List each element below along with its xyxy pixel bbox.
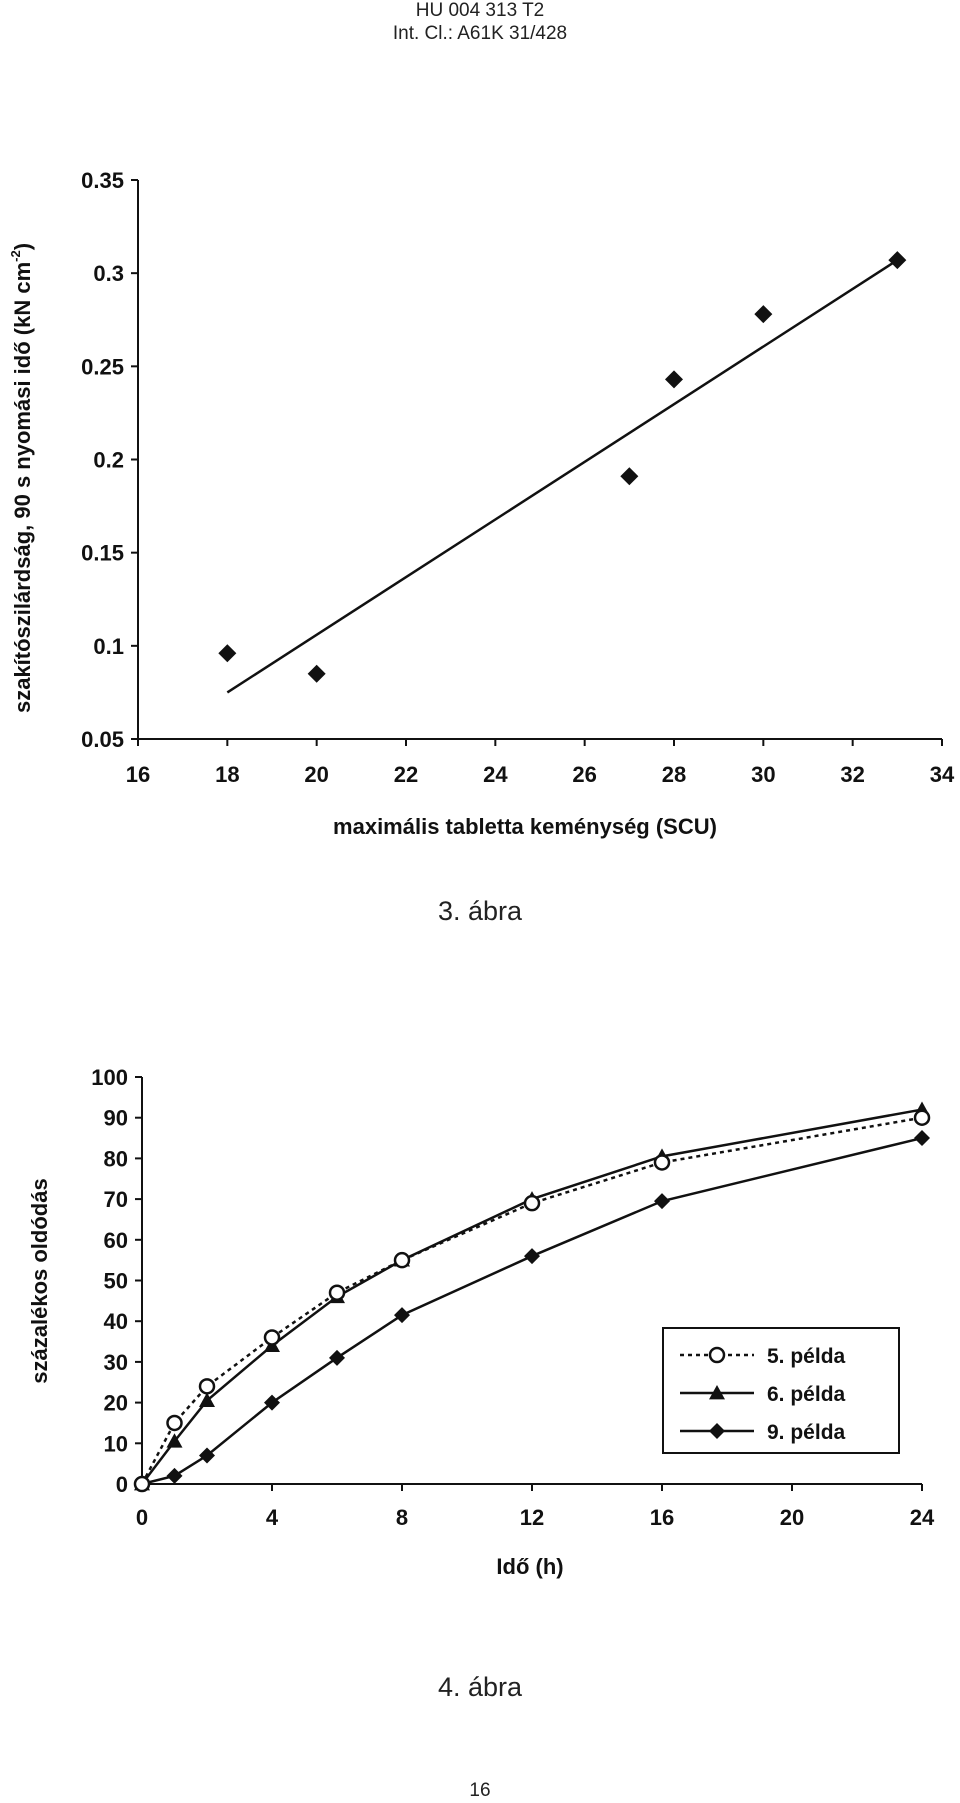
fig3-y-tick-label: 0.25	[81, 354, 124, 379]
fig4-data-point	[393, 1251, 411, 1269]
figure-3-caption: 3. ábra	[437, 896, 523, 926]
fig3-y-tick-label: 0.35	[81, 168, 124, 193]
fig4-data-point	[198, 1378, 216, 1395]
fig4-y-tick-label: 90	[104, 1106, 128, 1131]
fig4-legend-marker	[708, 1346, 726, 1364]
fig4-x-tick-label: 8	[396, 1505, 408, 1530]
fig4-data-point	[653, 1154, 671, 1171]
fig4-x-tick-label: 24	[910, 1505, 935, 1530]
fig4-data-point	[264, 1394, 280, 1411]
fig4-legend-marker	[709, 1385, 725, 1400]
patent-number: HU 004 313 T2	[415, 0, 545, 21]
fig3-x-tick-label: 26	[572, 762, 596, 787]
fig3-y-tick-label: 0.15	[81, 541, 124, 566]
fig4-data-point	[524, 1248, 540, 1265]
figure-4-caption: 4. ábra	[437, 1672, 523, 1702]
fig4-y-tick-label: 20	[104, 1391, 128, 1416]
fig4-data-point	[328, 1284, 346, 1301]
figure-4-line-chart: 0 10 20 30 40 50 60 70 80 90 100 0 4 8 12 16 20 24 5. pé…	[27, 1065, 935, 1579]
fig4-y-axis-label: százalékos oldódás	[27, 1178, 52, 1383]
fig4-series	[133, 1101, 931, 1493]
fig3-points	[218, 251, 907, 683]
fig4-x-tick-label: 20	[780, 1505, 804, 1530]
fig3-y-tick-label: 0.1	[93, 634, 124, 659]
fig3-y-tick-label: 0.3	[93, 261, 124, 286]
fig3-axes	[131, 179, 943, 746]
fig4-legend-label: 5. példa	[767, 1345, 846, 1368]
fig4-data-point	[654, 1193, 670, 1210]
fig4-data-point	[133, 1475, 151, 1493]
fig4-x-tick-labels: 0 4 8 12 16 20 24	[136, 1505, 935, 1530]
fig3-data-point	[888, 251, 907, 270]
fig4-data-point	[166, 1433, 183, 1448]
fig4-legend-label: 9. példa	[767, 1421, 846, 1444]
fig3-x-tick-label: 28	[662, 762, 686, 787]
fig4-x-tick-label: 12	[520, 1505, 544, 1530]
fig4-y-tick-label: 40	[104, 1309, 128, 1334]
fig4-legend: 5. példa 6. példa 9. példa	[662, 1327, 900, 1454]
fig4-data-point	[914, 1130, 930, 1147]
fig3-x-axis-label: maximális tabletta keménység (SCU)	[333, 814, 717, 839]
fig4-x-tick-label: 16	[650, 1505, 674, 1530]
fig4-data-point	[523, 1194, 541, 1212]
fig4-y-tick-labels: 0 10 20 30 40 50 60 70 80 90 100	[91, 1065, 128, 1497]
fig4-y-tick-label: 0	[116, 1472, 128, 1497]
fig3-data-point	[307, 664, 326, 683]
fig4-y-tick-label: 30	[104, 1350, 128, 1375]
fig4-data-point	[394, 1307, 410, 1324]
fig3-trendline-group	[226, 259, 899, 694]
fig3-x-tick-label: 32	[840, 762, 864, 787]
page-number: 16	[469, 1780, 491, 1801]
fig3-trendline	[226, 259, 899, 694]
fig4-data-point	[199, 1392, 215, 1407]
fig3-x-tick-labels: 16 18 20 22 24 26 28 30 32 34	[126, 762, 955, 787]
fig4-x-tick-label: 4	[266, 1505, 279, 1530]
fig3-x-tick-label: 22	[394, 762, 418, 787]
fig4-y-tick-label: 100	[91, 1065, 128, 1090]
fig4-data-point	[913, 1109, 931, 1126]
fig4-y-tick-label: 60	[104, 1228, 128, 1253]
figure-3-scatter-chart: 0.05 0.1 0.15 0.2 0.25 0.3 0.35 16 18 20 22 24 26 28…	[8, 168, 955, 839]
classification: Int. Cl.: A61K 31/428	[392, 23, 568, 44]
fig3-y-tick-label: 0.05	[81, 727, 124, 752]
fig3-data-point	[665, 370, 683, 389]
fig3-data-point	[754, 305, 773, 324]
fig4-legend-label: 6. példa	[767, 1383, 846, 1406]
fig3-y-axis-label: szakítószilárdság, 90 s nyomási idő (kN …	[8, 243, 35, 713]
fig3-y-tick-label: 0.2	[93, 448, 124, 473]
fig4-y-tick-label: 10	[104, 1431, 128, 1456]
fig4-data-point	[329, 1349, 345, 1366]
fig4-data-point	[199, 1447, 215, 1464]
fig3-x-tick-label: 34	[930, 762, 955, 787]
fig3-x-tick-label: 18	[215, 762, 239, 787]
fig3-data-point	[218, 644, 237, 663]
fig3-x-tick-label: 16	[126, 762, 150, 787]
fig4-data-point	[166, 1414, 183, 1432]
fig4-x-tick-label: 0	[136, 1505, 148, 1530]
fig3-x-tick-label: 20	[304, 762, 328, 787]
fig3-x-tick-label: 24	[483, 762, 508, 787]
fig4-y-tick-label: 80	[104, 1146, 128, 1171]
fig4-data-point	[263, 1329, 281, 1346]
fig4-y-tick-label: 50	[104, 1269, 128, 1294]
fig3-y-tick-labels: 0.05 0.1 0.15 0.2 0.25 0.3 0.35	[81, 168, 124, 752]
fig4-data-point	[166, 1467, 183, 1484]
fig4-legend-marker	[709, 1423, 725, 1439]
fig4-axes	[135, 1076, 923, 1491]
fig3-data-point	[620, 467, 639, 486]
fig4-x-axis-label: Idő (h)	[496, 1554, 563, 1579]
fig3-x-tick-label: 30	[751, 762, 775, 787]
fig4-y-tick-label: 70	[104, 1187, 128, 1212]
